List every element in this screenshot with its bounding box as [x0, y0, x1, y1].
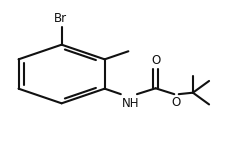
Text: Br: Br [54, 12, 67, 25]
Text: NH: NH [122, 97, 140, 110]
Text: O: O [171, 96, 180, 109]
Text: O: O [151, 54, 160, 67]
